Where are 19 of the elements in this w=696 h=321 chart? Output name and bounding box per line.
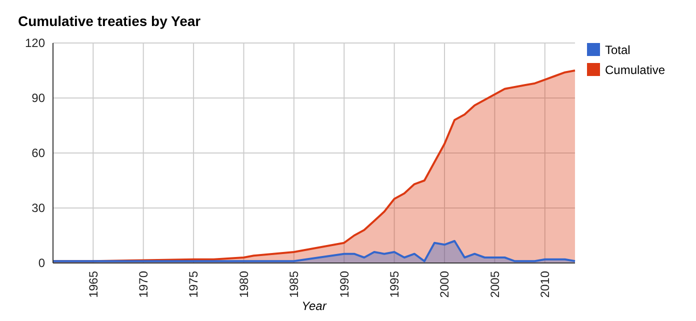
x-tick-label: 1975 [186,270,201,298]
y-tick-label: 30 [32,201,46,216]
legend-label: Cumulative [605,63,666,77]
y-tick-label: 0 [38,256,46,270]
y-tick-label: 120 [24,36,46,50]
y-tick-label: 60 [32,146,46,160]
x-tick-label: 1995 [388,270,402,298]
y-tick-label: 90 [32,91,46,106]
x-tick-label: 1985 [287,270,302,298]
x-tick-label: 2010 [538,270,552,298]
x-tick-label: 1980 [236,270,251,298]
x-tick-label: 1965 [86,270,100,298]
legend-label: Total [605,43,630,57]
x-tick-label: 1990 [337,270,352,298]
x-axis-title: Year [302,299,328,313]
x-tick-label: 2000 [438,270,452,298]
chart-title: Cumulative treaties by Year [18,13,202,29]
x-tick-label: 2005 [488,270,502,298]
x-tick-label: 1970 [136,270,151,298]
